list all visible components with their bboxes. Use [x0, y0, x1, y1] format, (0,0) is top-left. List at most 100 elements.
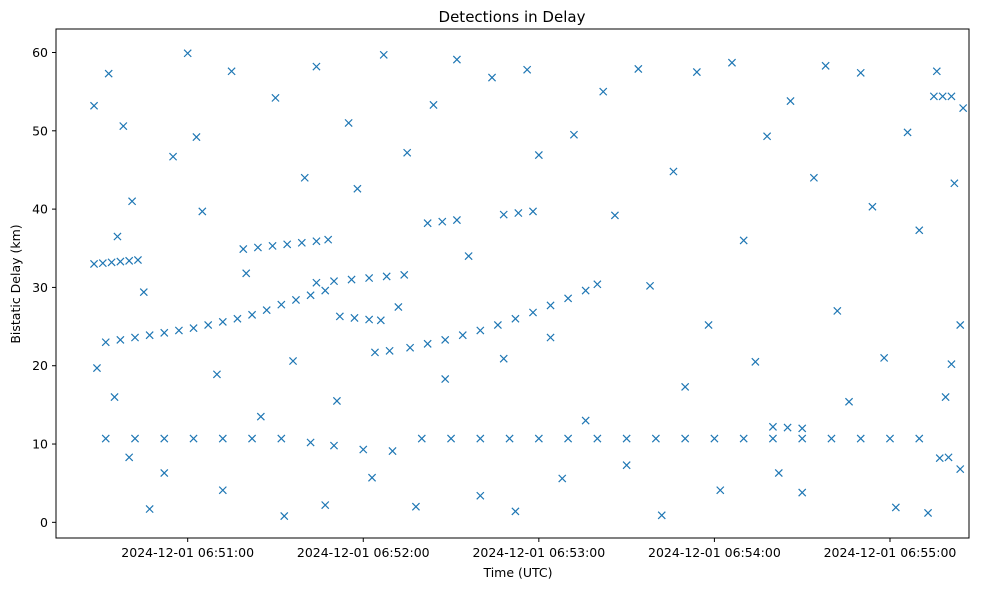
detection-marker: [727, 58, 736, 67]
detection-marker: [101, 338, 110, 347]
detection-marker: [277, 434, 286, 443]
detection-marker: [297, 238, 306, 247]
detection-marker: [511, 314, 520, 323]
detection-marker: [189, 324, 198, 333]
detection-marker: [581, 416, 590, 425]
detection-marker: [452, 55, 461, 64]
detection-marker: [528, 308, 538, 317]
detection-marker: [353, 184, 362, 193]
detection-marker: [312, 237, 321, 246]
data-markers: [90, 49, 968, 521]
detection-marker: [125, 256, 134, 265]
detection-marker: [365, 273, 374, 283]
detection-marker: [783, 423, 792, 432]
detection-marker: [300, 173, 309, 182]
y-tick-label: 50: [32, 123, 48, 138]
detection-marker: [204, 320, 213, 330]
detection-marker: [599, 87, 608, 96]
y-axis: 0 10 20 30 40 50 60: [32, 45, 56, 530]
detection-marker: [289, 357, 298, 366]
detection-marker: [511, 507, 520, 516]
detection-marker: [622, 434, 631, 443]
detection-marker: [133, 255, 142, 265]
detection-marker: [593, 434, 602, 443]
detection-marker: [827, 434, 836, 443]
detection-marker: [581, 286, 590, 295]
y-tick-label: 30: [32, 280, 48, 295]
detection-marker: [669, 167, 678, 176]
detection-marker: [704, 320, 713, 330]
detection-marker: [218, 317, 227, 326]
detection-marker: [242, 269, 251, 278]
axes-frame: [55, 28, 970, 539]
detection-marker: [546, 333, 555, 342]
detection-marker: [350, 313, 359, 322]
detection-marker: [283, 240, 292, 249]
detection-marker: [98, 259, 107, 268]
detection-marker: [452, 216, 461, 225]
detection-marker: [821, 61, 830, 70]
detection-marker: [107, 258, 116, 267]
detection-marker: [429, 100, 438, 109]
plot-area: [55, 28, 970, 539]
detection-marker: [546, 301, 555, 310]
detection-marker: [950, 179, 959, 188]
detection-marker: [324, 235, 333, 244]
detection-marker: [915, 226, 924, 235]
detection-marker: [169, 152, 178, 161]
detection-marker: [280, 512, 289, 521]
detection-marker: [116, 335, 125, 344]
detection-marker: [476, 491, 485, 500]
detection-marker: [145, 505, 154, 514]
detection-marker: [692, 68, 701, 77]
x-tick-label: 2024-12-01 06:51:00: [121, 545, 254, 560]
detection-marker: [394, 302, 403, 312]
detection-marker: [256, 412, 265, 421]
detection-marker: [379, 50, 388, 59]
detection-marker: [947, 92, 956, 101]
detection-marker: [763, 132, 772, 141]
y-tick-label: 0: [40, 515, 48, 530]
detection-marker: [956, 465, 965, 474]
detection-marker: [947, 360, 956, 369]
chart-title: Detections in Delay: [439, 8, 586, 26]
detection-marker: [505, 434, 514, 443]
detection-marker: [101, 434, 110, 443]
detection-marker: [411, 502, 420, 511]
detection-marker: [192, 133, 201, 142]
detection-marker: [438, 217, 447, 226]
detection-marker: [564, 434, 573, 443]
detection-marker: [774, 468, 783, 478]
detection-marker: [113, 232, 122, 241]
detection-marker: [959, 104, 968, 113]
y-axis-title: Bistatic Delay (km): [8, 224, 23, 343]
detection-marker: [423, 339, 432, 348]
detection-marker: [558, 474, 567, 483]
detection-marker: [523, 65, 532, 74]
x-axis: 2024-12-01 06:51:00 2024-12-01 06:52:00 20…: [121, 538, 956, 560]
detection-marker: [915, 434, 924, 443]
detection-marker: [768, 422, 777, 431]
detection-marker: [370, 348, 379, 357]
detection-marker: [924, 508, 933, 517]
detection-marker: [464, 252, 473, 261]
detection-marker: [344, 118, 353, 127]
detection-marker: [376, 316, 385, 325]
detection-marker: [160, 468, 169, 478]
detection-marker: [634, 64, 643, 73]
detection-marker: [798, 434, 807, 443]
detection-marker: [125, 453, 134, 462]
detection-marker: [403, 148, 412, 157]
detection-marker: [564, 294, 573, 303]
x-axis-title: Time (UTC): [482, 565, 552, 580]
detection-marker: [681, 382, 690, 391]
detection-marker: [646, 281, 655, 290]
detection-marker: [441, 335, 450, 344]
detection-marker: [593, 280, 602, 289]
detection-marker: [447, 434, 456, 443]
detection-marker: [528, 207, 538, 216]
detection-marker: [956, 320, 965, 330]
detection-marker: [239, 245, 248, 254]
detection-marker: [710, 434, 719, 443]
